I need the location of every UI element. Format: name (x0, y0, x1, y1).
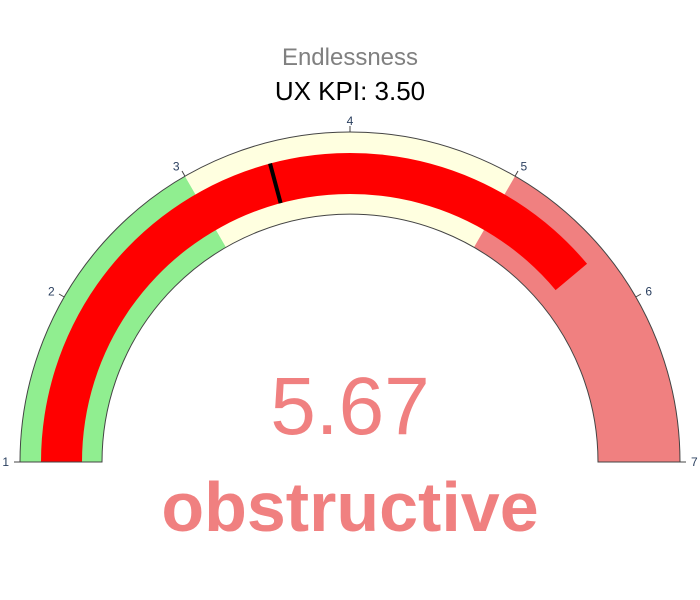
gauge-tick-label-5: 6 (645, 285, 652, 299)
gauge-value: 5.67 (270, 361, 430, 452)
gauge-tick-mark-4 (514, 170, 519, 177)
gauge-reference-marker (268, 163, 283, 204)
gauge-subtitle: UX KPI: 3.50 (274, 76, 426, 106)
gauge-title: Endlessness (281, 44, 419, 71)
gauge-border (19, 131, 681, 463)
gauge-tick-label-3: 4 (347, 114, 354, 128)
gauge-tick-label-2: 3 (173, 160, 180, 174)
gauge-ticks: 1 2 3 4 5 6 7 (2, 114, 698, 469)
gauge-tick-label-4: 5 (521, 160, 528, 174)
gauge-tick-mark-1 (58, 293, 65, 298)
gauge-reference-layer (268, 163, 283, 204)
gauge-bar-layer (41, 153, 588, 463)
gauge-status-label: obstructive (161, 468, 539, 546)
gauge-tick-mark-5 (635, 293, 642, 298)
gauge-tick-label-6: 7 (691, 455, 698, 469)
gauge-tick-mark-2 (181, 170, 186, 177)
gauge-outline (19, 131, 681, 463)
gauge-value-bar (41, 153, 588, 463)
gauge-tick-label-1: 2 (48, 285, 55, 299)
gauge-tick-label-0: 1 (2, 455, 9, 469)
